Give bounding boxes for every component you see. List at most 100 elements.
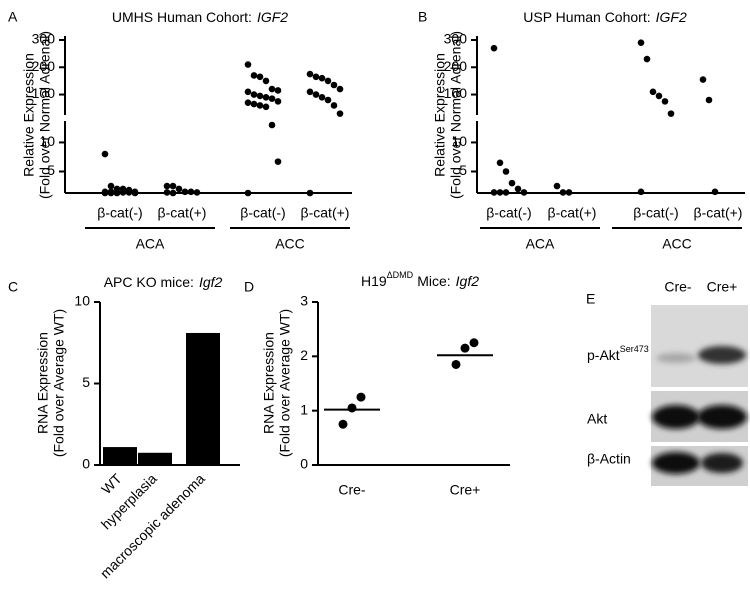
y-tick-label: 5 — [47, 162, 55, 178]
dot — [699, 76, 707, 83]
title-gene: IGF2 — [656, 9, 687, 25]
title-text: UMHS Human Cohort: — [112, 9, 252, 25]
blot-band — [697, 405, 747, 429]
panel-label: B — [418, 9, 427, 25]
dot — [163, 189, 171, 196]
dot — [169, 189, 177, 197]
group-label: ACA — [526, 236, 555, 252]
x-tick-label: β-cat(+) — [548, 205, 597, 221]
dot — [256, 102, 264, 109]
blot-band — [701, 453, 743, 473]
y-axis-label: RNA Expression — [261, 332, 277, 434]
title-text: H19 — [361, 273, 387, 289]
title-gene: Igf2 — [456, 273, 480, 289]
y-axis-label: (Fold over Normal Adrenal) — [448, 31, 464, 199]
y-axis-label: (Fold over Average WT) — [51, 309, 67, 457]
x-tick-label: Cre+ — [450, 482, 481, 498]
dot — [181, 188, 189, 196]
chart-title: USP Human Cohort: IGF2 — [523, 9, 687, 25]
y-axis-label: RNA Expression — [35, 332, 51, 434]
dot — [250, 100, 258, 108]
dot — [338, 419, 348, 429]
dot — [163, 182, 171, 190]
y-tick-label: 10 — [39, 133, 55, 149]
dot — [244, 61, 252, 68]
dot — [705, 96, 713, 104]
row-label-text: p-Akt — [587, 347, 620, 363]
dot — [451, 359, 461, 369]
dot — [312, 91, 320, 98]
title-sup: ΔDMD — [387, 270, 414, 280]
y-tick-label: 100 — [444, 85, 468, 101]
dot — [175, 185, 183, 193]
dot — [256, 92, 264, 100]
dot — [318, 93, 326, 101]
dot — [565, 189, 573, 196]
dot — [637, 39, 645, 47]
dot — [113, 189, 121, 197]
y-tick-label: 300 — [32, 31, 56, 47]
dot — [244, 99, 252, 107]
dot — [490, 189, 498, 196]
x-tick-label: Cre- — [338, 482, 366, 498]
dot — [649, 88, 657, 96]
western-blot: Cre- Cre+ p-AktSer473 Akt β-Actin E — [586, 279, 748, 486]
dot — [193, 189, 201, 196]
group-label: ACC — [275, 236, 305, 252]
blot-band — [698, 346, 746, 364]
y-axis-label: (Fold over Normal Adrenal) — [37, 31, 53, 199]
y-tick-label: 200 — [32, 58, 56, 74]
dot — [508, 179, 516, 187]
x-tick-label: WT — [98, 470, 125, 497]
title-text: APC KO mice: — [104, 274, 194, 290]
y-tick-label: 300 — [444, 31, 468, 47]
dot — [336, 85, 344, 93]
dot — [101, 189, 109, 197]
row-label: β-Actin — [587, 451, 631, 467]
dot — [274, 87, 282, 94]
y-tick-label: 10 — [451, 133, 467, 149]
dot — [667, 110, 675, 117]
dot — [655, 92, 663, 100]
title-gene: IGF2 — [257, 9, 288, 25]
group-label: ACA — [136, 236, 165, 252]
x-tick-label: β-cat(-) — [97, 205, 142, 221]
blot-band — [652, 452, 700, 474]
dot — [312, 73, 320, 81]
dot — [250, 72, 258, 79]
panel-label: D — [244, 279, 254, 295]
x-tick-label: β-cat(-) — [486, 205, 531, 221]
dot — [306, 88, 314, 96]
y-tick-label: 200 — [444, 58, 468, 74]
row-label-sup: Ser473 — [620, 344, 649, 354]
dot — [661, 98, 669, 105]
y-tick-label: 0 — [300, 456, 308, 472]
title-gene: Igf2 — [199, 274, 223, 290]
x-tick-label: β-cat(+) — [301, 205, 350, 221]
blot-band — [656, 353, 696, 363]
group-label: ACC — [662, 236, 692, 252]
bar — [103, 447, 137, 465]
dot — [268, 95, 276, 102]
y-tick-label: 10 — [74, 293, 90, 309]
dot — [274, 158, 282, 165]
dot — [514, 185, 522, 193]
dot — [637, 188, 645, 196]
dot — [101, 150, 109, 158]
panel-label: C — [8, 279, 18, 295]
row-label: p-AktSer473 — [587, 344, 649, 362]
dot — [460, 343, 470, 353]
x-tick-label: β-cat(-) — [633, 205, 678, 221]
y-axis-label: Relative Expression — [432, 53, 448, 177]
panel-label: A — [8, 9, 18, 25]
lane-label: Cre+ — [707, 279, 738, 295]
dot — [318, 74, 326, 82]
blot-strip — [651, 305, 748, 387]
chart-title: H19ΔDMD Mice: Igf2 — [361, 270, 479, 288]
lane-label: Cre- — [664, 279, 692, 295]
dot — [187, 188, 195, 196]
dot — [244, 189, 252, 197]
dot — [306, 70, 314, 78]
dot — [274, 98, 282, 105]
